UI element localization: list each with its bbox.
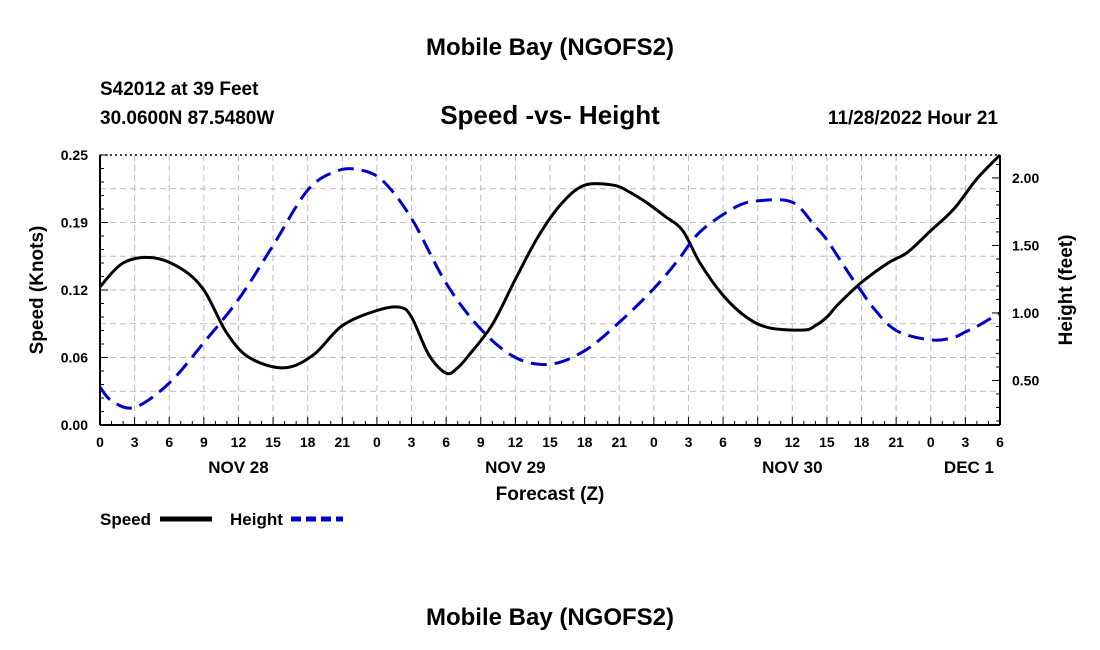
- x-axis-label: Forecast (Z): [496, 484, 605, 505]
- grid: [100, 155, 1000, 425]
- x-tick-label: 18: [577, 434, 593, 450]
- y2-tick-label: 1.50: [1012, 237, 1039, 253]
- x-tick-label: 6: [996, 434, 1004, 450]
- legend: Speed Height: [100, 510, 343, 529]
- y2-axis-label: Height (feet): [1056, 235, 1077, 346]
- y-axis-label: Speed (Knots): [27, 226, 48, 355]
- x-tick-label: 3: [131, 434, 139, 450]
- day-label: NOV 28: [208, 458, 268, 477]
- x-tick-label: 0: [96, 434, 104, 450]
- day-labels: NOV 28 NOV 29 NOV 30 DEC 1: [208, 458, 994, 477]
- y-tick-label: 0.06: [61, 350, 88, 366]
- footer-title: Mobile Bay (NGOFS2): [426, 604, 674, 631]
- x-tick-label: 18: [854, 434, 870, 450]
- x-tick-label: 6: [165, 434, 173, 450]
- x-tick-label: 12: [785, 434, 801, 450]
- station-coords: 30.0600N 87.5480W: [100, 108, 274, 129]
- x-tick-labels: 0 3 6 9 12 15 18 21 0 3 6 9 12 15 18 21 0 3 6 9 12 15 18 21 0 3 6: [96, 434, 1004, 450]
- station-id: S42012 at 39 Feet: [100, 79, 259, 100]
- x-tick-label: 3: [961, 434, 969, 450]
- y-tick-labels: 0.00 0.06 0.12 0.19 0.25: [61, 147, 88, 433]
- y-tick-label: 0.12: [61, 282, 88, 298]
- x-tick-label: 9: [754, 434, 762, 450]
- day-label: NOV 30: [762, 458, 822, 477]
- height-series-line: [100, 167, 1000, 410]
- x-tick-label: 9: [200, 434, 208, 450]
- x-tick-label: 0: [650, 434, 658, 450]
- x-tick-label: 12: [231, 434, 247, 450]
- x-tick-label: 6: [719, 434, 727, 450]
- forecast-time: 11/28/2022 Hour 21: [828, 108, 998, 129]
- x-tick-label: 21: [888, 434, 904, 450]
- x-tick-label: 15: [542, 434, 558, 450]
- x-tick-label: 0: [373, 434, 381, 450]
- x-tick-label: 9: [477, 434, 485, 450]
- x-tick-label: 0: [927, 434, 935, 450]
- x-tick-label: 3: [685, 434, 693, 450]
- chart-subtitle: Speed -vs- Height: [440, 100, 660, 130]
- legend-height-label: Height: [230, 510, 283, 529]
- legend-speed-label: Speed: [100, 510, 151, 529]
- y-tick-label: 0.00: [61, 417, 88, 433]
- y-tick-label: 0.25: [61, 147, 88, 163]
- y2-tick-label: 0.50: [1012, 372, 1039, 388]
- series-layer: [100, 153, 1000, 410]
- ticks: [99, 154, 1001, 426]
- x-tick-label: 15: [819, 434, 835, 450]
- y2-tick-label: 2.00: [1012, 170, 1039, 186]
- y2-tick-labels: 0.50 1.00 1.50 2.00: [1012, 170, 1039, 389]
- y2-tick-label: 1.00: [1012, 305, 1039, 321]
- x-tick-label: 21: [611, 434, 627, 450]
- x-tick-label: 21: [335, 434, 351, 450]
- y-tick-label: 0.19: [61, 215, 88, 231]
- page-title: Mobile Bay (NGOFS2): [426, 34, 674, 61]
- day-label: DEC 1: [944, 458, 994, 477]
- x-tick-label: 3: [408, 434, 416, 450]
- x-tick-label: 18: [300, 434, 316, 450]
- x-tick-label: 15: [265, 434, 281, 450]
- x-tick-label: 12: [508, 434, 524, 450]
- x-tick-label: 6: [442, 434, 450, 450]
- day-label: NOV 29: [485, 458, 545, 477]
- speed-series-line: [100, 153, 1000, 376]
